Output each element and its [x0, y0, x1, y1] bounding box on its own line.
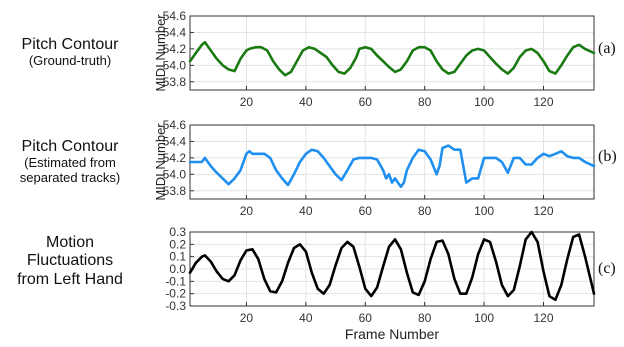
x-tick-label: 80 — [418, 204, 432, 218]
x-tick-label: 100 — [474, 311, 494, 325]
y-tick-label: -0.2 — [165, 287, 186, 301]
y-tick-label: 54.0 — [163, 58, 187, 72]
axes-box — [189, 15, 595, 91]
x-tick-label: 60 — [359, 95, 373, 109]
panel-tag-c: (c) — [598, 260, 616, 277]
y-tick-label: 0.2 — [169, 237, 186, 251]
y-tick-label: 53.8 — [163, 184, 187, 198]
row-label-c-line2: Fluctuations — [26, 252, 114, 270]
y-tick-label: 54.0 — [163, 167, 187, 181]
x-tick-label: 40 — [299, 311, 313, 325]
x-tick-label: 20 — [240, 95, 254, 109]
y-axis-label: MIDI Number — [153, 14, 168, 92]
row-label-a-sub: (Ground-truth) — [28, 53, 112, 69]
x-axis-label: Frame Number — [344, 326, 440, 342]
panel-tag-a: (a) — [598, 40, 616, 57]
y-tick-label: 54.4 — [163, 134, 187, 148]
panel-tag-b: (b) — [598, 148, 617, 165]
x-tick-label: 40 — [299, 95, 313, 109]
x-tick-label: 80 — [418, 311, 432, 325]
row-label-b: Pitch Contour (Estimated from separated … — [0, 138, 140, 186]
y-axis-label: MIDI Number — [153, 123, 168, 201]
row-label-a: Pitch Contour (Ground-truth) — [0, 36, 140, 69]
row-label-a-main: Pitch Contour — [21, 36, 119, 53]
x-tick-label: 80 — [418, 95, 432, 109]
chart-panel-0: 53.8 54.0 54.2 54.4 54.6 20 40 60 80 100 120 MIDI N… — [153, 9, 596, 109]
x-tick-label: 120 — [533, 311, 553, 325]
y-tick-label: 0.3 — [169, 225, 186, 239]
x-tick-label: 120 — [533, 95, 553, 109]
series-line-0 — [188, 144, 596, 188]
y-tick-label: 54.2 — [163, 42, 187, 56]
x-tick-label: 60 — [359, 204, 373, 218]
y-tick-label: 53.8 — [163, 75, 187, 89]
x-tick-label: 40 — [299, 204, 313, 218]
x-tick-label: 100 — [474, 95, 494, 109]
row-label-c-line1: Motion — [45, 234, 95, 251]
y-tick-label: -0.3 — [165, 299, 186, 313]
x-tick-label: 20 — [240, 204, 254, 218]
y-tick-label: 54.2 — [163, 151, 187, 165]
row-label-c: Motion Fluctuations from Left Hand — [0, 234, 140, 289]
series-line-0 — [188, 230, 596, 302]
row-label-b-sub: (Estimated from — [24, 155, 116, 171]
row-label-b-main: Pitch Contour — [21, 138, 119, 155]
row-label-c-line3: from Left Hand — [17, 270, 123, 288]
y-tick-label: -0.1 — [165, 274, 186, 288]
row-label-b-sub2: separated tracks) — [19, 170, 121, 186]
y-tick-label: 0.1 — [169, 250, 186, 264]
y-tick-label: 54.4 — [163, 25, 187, 39]
y-tick-label: 0.0 — [169, 262, 186, 276]
chart-panel-2: -0.3-0.2-0.10.00.10.20.3 20 40 60 80 100 120 — [165, 225, 596, 325]
x-tick-label: 100 — [474, 204, 494, 218]
x-tick-label: 60 — [359, 311, 373, 325]
x-tick-label: 20 — [240, 311, 254, 325]
series-line-0 — [188, 40, 596, 77]
chart-panel-1: 53.8 54.0 54.2 54.4 54.6 20 40 60 80 100 120 MIDI N… — [153, 118, 596, 218]
y-tick-label: 54.6 — [163, 118, 187, 132]
x-tick-label: 120 — [533, 204, 553, 218]
y-tick-label: 54.6 — [163, 9, 187, 23]
